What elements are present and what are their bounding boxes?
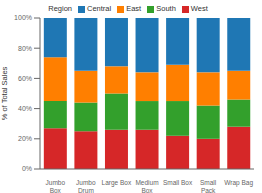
svg-text:Wrap Bag: Wrap Bag [224,179,253,187]
svg-text:80%: 80% [18,45,32,52]
svg-text:0%: 0% [22,165,32,172]
svg-text:100%: 100% [14,14,32,21]
html-text:Central: Central [87,4,112,13]
html-text:East: East [126,4,142,13]
svg-text:JumboBox: JumboBox [46,179,66,193]
svg-text:Small Box: Small Box [163,179,193,186]
svg-text:% of Total Sales: % of Total Sales [8,66,9,120]
html-text:Region: Region [48,4,72,13]
svg-text:MediumBox: MediumBox [135,179,158,193]
svg-text:60%: 60% [18,75,32,82]
html-text:South: South [156,4,176,13]
svg-text:SmallPack: SmallPack [200,179,217,193]
svg-text:JumboDrum: JumboDrum [76,179,96,193]
svg-text:20%: 20% [18,135,32,142]
svg-text:40%: 40% [18,105,32,112]
svg-text:Large Box: Large Box [102,179,132,187]
html-text:West: West [190,4,208,13]
